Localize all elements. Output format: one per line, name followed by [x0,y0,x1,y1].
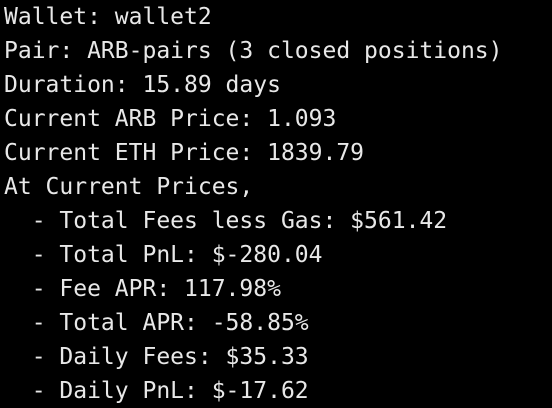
fee-apr-line: - Fee APR: 117.98% [4,276,281,302]
daily-fees-line: - Daily Fees: $35.33 [4,344,309,370]
duration-line: Duration: 15.89 days [4,72,281,98]
total-apr-line: - Total APR: -58.85% [4,310,309,336]
pair-line: Pair: ARB-pairs (3 closed positions) [4,38,503,64]
eth-price-line: Current ETH Price: 1839.79 [4,140,365,166]
arb-price-line: Current ARB Price: 1.093 [4,106,337,132]
daily-pnl-line: - Daily PnL: $-17.62 [4,378,309,404]
wallet-line: Wallet: wallet2 [4,4,212,30]
total-fees-line: - Total Fees less Gas: $561.42 [4,208,448,234]
current-prices-heading: At Current Prices, [4,174,254,200]
total-pnl-line: - Total PnL: $-280.04 [4,242,323,268]
